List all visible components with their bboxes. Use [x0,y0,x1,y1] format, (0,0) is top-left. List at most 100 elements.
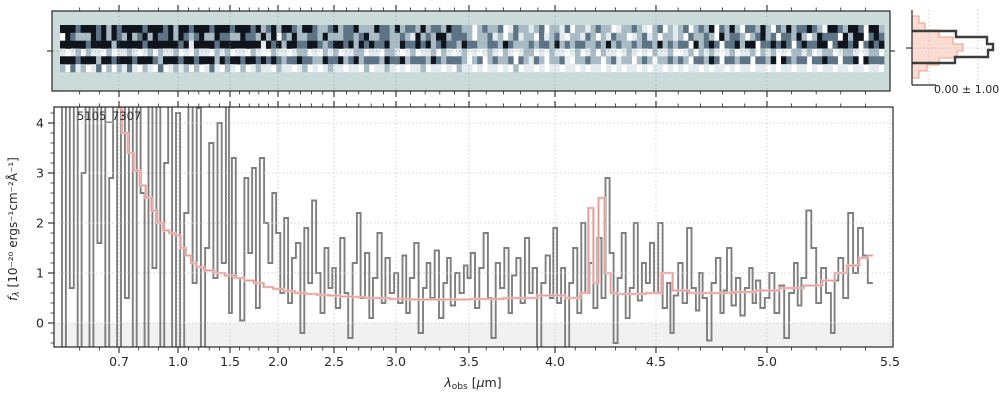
heatmap-cell [631,32,638,41]
heatmap-cell [65,40,71,49]
heatmap-cell [616,56,622,65]
heatmap-cell [374,25,380,34]
x-axis-label: λobs [μm] [444,375,501,392]
heatmap-cell [338,64,344,73]
heatmap-cell [492,32,499,41]
heatmap-cell [873,40,880,49]
heatmap-cell [590,48,596,57]
heatmap-cell [703,48,710,57]
heatmap-cell [420,48,426,57]
heatmap-cell [60,64,66,73]
heatmap-cell [837,40,844,49]
heatmap-cell [755,56,761,65]
heatmap-cell [260,64,267,73]
heatmap-cell [739,48,746,57]
heatmap-cell [183,40,190,49]
heatmap-cell [224,64,231,73]
heatmap-cell [781,64,787,73]
heatmap-cell [595,25,602,34]
error-spectrum-line-core [116,107,873,301]
heatmap-cell [338,32,344,41]
heatmap-cell [405,48,411,57]
heatmap-cell [539,40,545,49]
heatmap-cell [848,48,854,57]
heatmap-cell [250,25,257,34]
heatmap-cell [116,40,123,49]
heatmap-cell [430,64,437,73]
heatmap-cell [322,32,329,41]
heatmap-cell [296,48,303,57]
heatmap-cell [832,40,838,49]
heatmap-cell [425,40,432,49]
heatmap-cell [240,32,246,41]
heatmap-cell [276,64,282,73]
heatmap-cell [575,48,581,57]
heatmap-cell [564,40,571,49]
heatmap-cell [384,32,390,41]
heatmap-cell [369,40,375,49]
heatmap-cell [533,40,540,49]
heatmap-cell [760,64,766,73]
heatmap-cell [178,64,184,73]
heatmap-cell [755,64,761,73]
heatmap-cell [441,32,447,41]
heatmap-cell [770,56,777,65]
heatmap-cell [559,48,565,57]
heatmap-cell [317,40,323,49]
heatmap-cell [636,32,643,41]
heatmap-cell [374,56,380,65]
heatmap-cell [781,48,787,57]
heatmap-cell [101,56,107,65]
x-axis-label-subscript: obs [451,382,468,392]
heatmap-cell [121,56,128,65]
heatmap-cell [863,48,869,57]
heatmap-cell [193,25,200,34]
heatmap-cell [703,40,710,49]
heatmap-cell [729,25,735,34]
heatmap-cell [616,40,622,49]
heatmap-cell [461,25,468,34]
heatmap-cell [348,40,354,49]
heatmap-cell [121,25,128,34]
heatmap-cell [260,32,267,41]
heatmap-cell [585,56,591,65]
heatmap-cell [173,25,179,34]
heatmap-cell [853,25,859,34]
heatmap-cell [271,56,277,65]
heatmap-cell [312,48,318,57]
heatmap-cell [65,25,71,34]
heatmap-cell [487,25,493,34]
heatmap-cell [204,25,210,34]
heatmap-cell [132,25,138,34]
heatmap-cell [199,48,205,57]
heatmap-cell [837,64,844,73]
heatmap-cell [518,48,524,57]
heatmap-cell [745,64,751,73]
heatmap-cell [678,64,684,73]
heatmap-cell [822,48,828,57]
heatmap-cell [487,64,493,73]
heatmap-cell [410,25,416,34]
heatmap-cell [631,25,638,34]
heatmap-cell [456,56,463,65]
heatmap-cell [219,48,226,57]
heatmap-cell [770,48,777,57]
heatmap-cell [858,25,864,34]
heatmap-cell [513,32,519,41]
heatmap-cell [518,25,524,34]
heatmap-cell [75,25,81,34]
heatmap-cell [90,64,97,73]
heatmap-cell [652,64,658,73]
flux-spectrum-line [61,107,873,347]
heatmap-cell [65,56,71,65]
heatmap-cell [801,56,808,65]
heatmap-cell [353,32,360,41]
heatmap-cell [600,25,607,34]
heatmap-cell [358,48,365,57]
heatmap-cell [193,64,200,73]
heatmap-cell [806,25,813,34]
heatmap-cell [296,40,303,49]
heatmap-cell [698,25,705,34]
heatmap-cell [564,25,571,34]
heatmap-cell [85,48,92,57]
